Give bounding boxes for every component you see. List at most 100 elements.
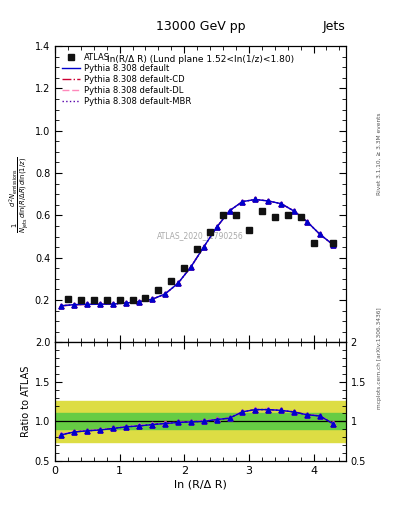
Pythia 8.308 default-CD [85, 302, 90, 308]
Pythia 8.308 default [188, 264, 193, 270]
Pythia 8.308 default-MBR [98, 301, 103, 307]
Pythia 8.308 default-CD [59, 303, 64, 309]
ATLAS [130, 296, 135, 303]
Pythia 8.308 default-MBR [72, 302, 77, 308]
ATLAS [156, 287, 161, 293]
Pythia 8.308 default [98, 301, 103, 307]
ATLAS [272, 215, 277, 221]
Pythia 8.308 default-DL [111, 301, 116, 307]
Pythia 8.308 default-DL [279, 201, 284, 207]
Bar [55, 413, 346, 429]
Pythia 8.308 default-MBR [175, 281, 180, 287]
Text: ATLAS_2020_I1790256: ATLAS_2020_I1790256 [157, 231, 244, 240]
Pythia 8.308 default-DL [72, 302, 77, 308]
Pythia 8.308 default-DL [201, 244, 206, 250]
Pythia 8.308 default-DL [266, 198, 271, 204]
Text: Rivet 3.1.10, ≥ 3.3M events: Rivet 3.1.10, ≥ 3.3M events [377, 112, 382, 195]
Pythia 8.308 default [331, 242, 335, 248]
Pythia 8.308 default-CD [137, 298, 141, 305]
Pythia 8.308 default-DL [188, 264, 193, 270]
Pythia 8.308 default [253, 197, 258, 203]
Line: Pythia 8.308 default-MBR: Pythia 8.308 default-MBR [61, 200, 333, 306]
Pythia 8.308 default-CD [150, 296, 154, 303]
Pythia 8.308 default [163, 291, 167, 297]
Pythia 8.308 default-MBR [279, 201, 284, 207]
Legend: ATLAS, Pythia 8.308 default, Pythia 8.308 default-CD, Pythia 8.308 default-DL, P: ATLAS, Pythia 8.308 default, Pythia 8.30… [59, 50, 194, 109]
Pythia 8.308 default-DL [150, 296, 154, 303]
ATLAS [331, 240, 335, 246]
Pythia 8.308 default-CD [266, 198, 271, 204]
Line: ATLAS: ATLAS [64, 208, 336, 304]
Pythia 8.308 default-MBR [150, 296, 154, 303]
Pythia 8.308 default [85, 301, 90, 307]
Pythia 8.308 default-DL [59, 303, 64, 309]
ATLAS [169, 278, 174, 284]
Pythia 8.308 default [227, 208, 232, 214]
Pythia 8.308 default [175, 281, 180, 287]
Pythia 8.308 default-MBR [85, 301, 90, 307]
ATLAS [143, 295, 148, 301]
Y-axis label: Ratio to ATLAS: Ratio to ATLAS [20, 366, 31, 437]
Pythia 8.308 default-CD [201, 244, 206, 250]
Pythia 8.308 default-CD [253, 197, 258, 203]
Pythia 8.308 default-DL [292, 208, 296, 214]
Line: Pythia 8.308 default-DL: Pythia 8.308 default-DL [61, 200, 333, 306]
Pythia 8.308 default-DL [137, 298, 141, 305]
Pythia 8.308 default-MBR [253, 197, 258, 203]
Pythia 8.308 default-CD [72, 302, 77, 308]
Pythia 8.308 default-DL [227, 208, 232, 214]
Line: Pythia 8.308 default: Pythia 8.308 default [61, 200, 333, 306]
ATLAS [182, 265, 187, 271]
Pythia 8.308 default-MBR [240, 199, 245, 205]
Pythia 8.308 default-MBR [266, 198, 271, 204]
ATLAS [259, 208, 264, 214]
ATLAS [66, 296, 70, 303]
Pythia 8.308 default-DL [175, 281, 180, 287]
Pythia 8.308 default-DL [253, 197, 258, 203]
Pythia 8.308 default-MBR [201, 244, 206, 250]
Pythia 8.308 default [201, 244, 206, 250]
ATLAS [117, 297, 122, 303]
Pythia 8.308 default-DL [305, 219, 309, 225]
Pythia 8.308 default [111, 301, 116, 307]
ATLAS [246, 227, 251, 233]
Pythia 8.308 default-DL [124, 300, 129, 306]
Pythia 8.308 default-CD [214, 224, 219, 230]
Pythia 8.308 default-DL [214, 224, 219, 230]
ATLAS [92, 297, 96, 303]
Pythia 8.308 default [279, 201, 284, 207]
Pythia 8.308 default-DL [163, 291, 167, 297]
ATLAS [311, 240, 316, 246]
Bar [55, 401, 346, 442]
ATLAS [233, 212, 238, 219]
Pythia 8.308 default [137, 298, 141, 305]
Pythia 8.308 default-DL [331, 242, 335, 248]
ATLAS [221, 212, 226, 219]
Pythia 8.308 default-CD [98, 301, 103, 307]
Pythia 8.308 default-CD [318, 231, 322, 238]
Pythia 8.308 default [214, 224, 219, 230]
Pythia 8.308 default-CD [331, 242, 335, 248]
Pythia 8.308 default-MBR [111, 301, 116, 307]
Pythia 8.308 default-CD [163, 291, 167, 297]
Pythia 8.308 default [240, 199, 245, 205]
Text: mcplots.cern.ch [arXiv:1306.3436]: mcplots.cern.ch [arXiv:1306.3436] [377, 308, 382, 409]
Pythia 8.308 default-MBR [292, 208, 296, 214]
Pythia 8.308 default-MBR [137, 298, 141, 305]
ATLAS [195, 246, 200, 252]
Pythia 8.308 default [150, 296, 154, 303]
Pythia 8.308 default-MBR [163, 291, 167, 297]
Pythia 8.308 default-DL [85, 301, 90, 307]
X-axis label: ln (R/Δ R): ln (R/Δ R) [174, 480, 227, 490]
Pythia 8.308 default-CD [175, 281, 180, 287]
Pythia 8.308 default-CD [188, 264, 193, 270]
Pythia 8.308 default-MBR [331, 242, 335, 248]
Pythia 8.308 default-CD [305, 219, 309, 225]
Pythia 8.308 default-MBR [59, 303, 64, 309]
Pythia 8.308 default-CD [227, 208, 232, 214]
Pythia 8.308 default-MBR [188, 264, 193, 270]
Pythia 8.308 default-MBR [227, 208, 232, 214]
Line: Pythia 8.308 default-CD: Pythia 8.308 default-CD [61, 200, 333, 306]
Pythia 8.308 default-CD [111, 301, 116, 307]
Text: ln(R/Δ R) (Lund plane 1.52<ln(1/z)<1.80): ln(R/Δ R) (Lund plane 1.52<ln(1/z)<1.80) [107, 55, 294, 64]
